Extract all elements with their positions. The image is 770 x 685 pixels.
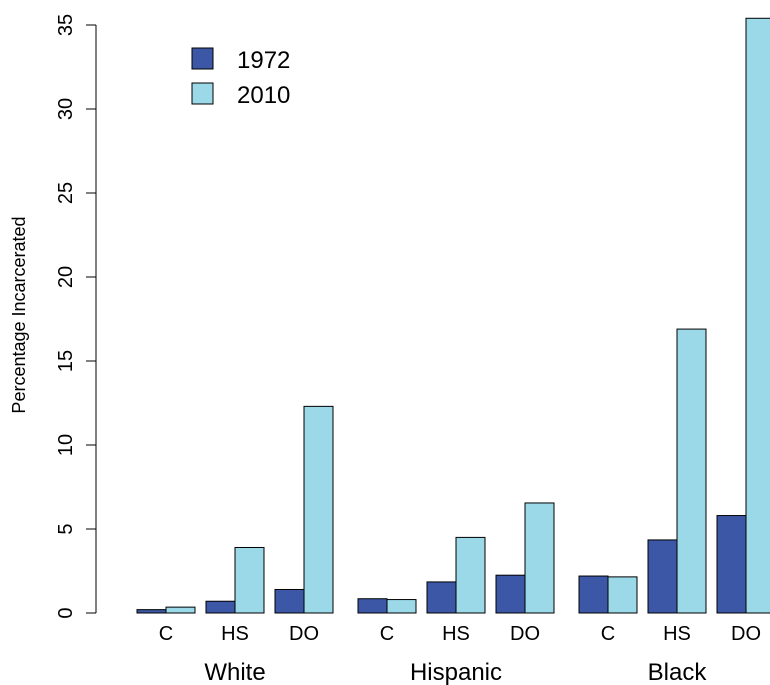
group-label: White — [204, 659, 265, 685]
bar-hispanic-hs-2010 — [455, 536, 486, 614]
bar-hispanic-do-1972 — [495, 574, 526, 614]
legend: 1972 2010 — [191, 47, 290, 109]
bar-hispanic-c-1972 — [357, 598, 388, 614]
bar-black-do-1972 — [716, 515, 747, 614]
y-tick-label: 25 — [55, 182, 77, 204]
bar-black-hs-2010 — [676, 328, 707, 614]
bar-black-hs-1972 — [647, 539, 678, 614]
category-label: C — [601, 623, 615, 645]
y-tick-label: 30 — [55, 98, 77, 120]
legend-swatch-2010 — [191, 82, 214, 105]
category-label: DO — [289, 623, 319, 645]
category-label: HS — [221, 623, 249, 645]
bar-white-hs-2010 — [234, 546, 265, 614]
y-tick-label: 10 — [55, 434, 77, 456]
category-label: HS — [663, 623, 691, 645]
bar-white-hs-1972 — [205, 600, 236, 614]
bar-white-do-1972 — [274, 588, 305, 614]
group-label: Black — [648, 659, 708, 685]
y-tick-label: 20 — [55, 266, 77, 288]
bars — [136, 17, 770, 614]
legend-label-1972: 1972 — [237, 47, 290, 74]
bar-white-c-1972 — [136, 609, 167, 614]
y-axis-title: Percentage Incarcerated — [9, 216, 29, 413]
group-labels: White Hispanic Black — [204, 659, 707, 685]
bar-black-c-1972 — [578, 575, 609, 614]
bar-white-c-2010 — [165, 606, 196, 614]
y-tick-label: 15 — [55, 350, 77, 372]
legend-swatch-1972 — [191, 47, 214, 70]
group-label: Hispanic — [410, 659, 502, 685]
y-tick-label: 0 — [55, 607, 77, 618]
y-tick-label: 5 — [55, 523, 77, 534]
legend-label-2010: 2010 — [237, 82, 290, 109]
category-label: C — [380, 623, 394, 645]
y-tick-label: 35 — [55, 14, 77, 36]
category-label: HS — [442, 623, 470, 645]
category-label: DO — [731, 623, 761, 645]
category-label: C — [159, 623, 173, 645]
bar-black-do-2010 — [745, 17, 770, 614]
bar-hispanic-do-2010 — [524, 502, 555, 614]
y-axis: 0 5 10 15 20 25 30 35 — [55, 14, 97, 619]
category-labels: C HS DO C HS DO C HS DO — [159, 623, 761, 645]
bar-white-do-2010 — [303, 405, 334, 614]
bar-hispanic-c-2010 — [386, 599, 417, 614]
category-label: DO — [510, 623, 540, 645]
bar-hispanic-hs-1972 — [426, 581, 457, 614]
bar-black-c-2010 — [607, 576, 638, 614]
